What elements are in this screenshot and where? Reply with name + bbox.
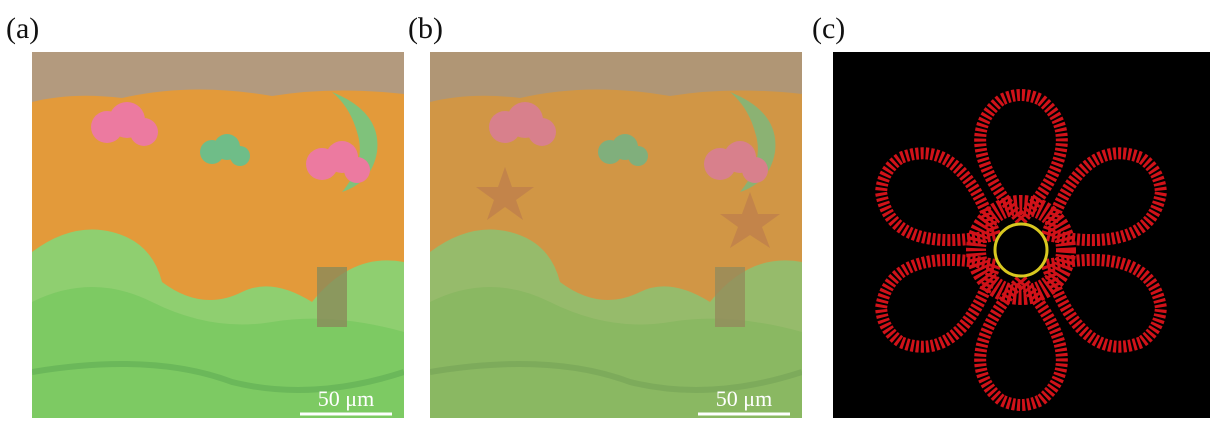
image-b: 50 μm: [430, 52, 802, 418]
panel-label: (c): [812, 12, 845, 45]
panel-label: (b): [408, 12, 443, 45]
image-a: 50 μm: [32, 52, 404, 418]
scale-bar-label: 50 μm: [318, 386, 374, 411]
panel-label: (a): [6, 12, 39, 45]
figure: (a) (b) (c) 50 μm 50 μm: [0, 0, 1212, 424]
image-c: [833, 52, 1210, 418]
scale-bar-label: 50 μm: [716, 386, 772, 411]
